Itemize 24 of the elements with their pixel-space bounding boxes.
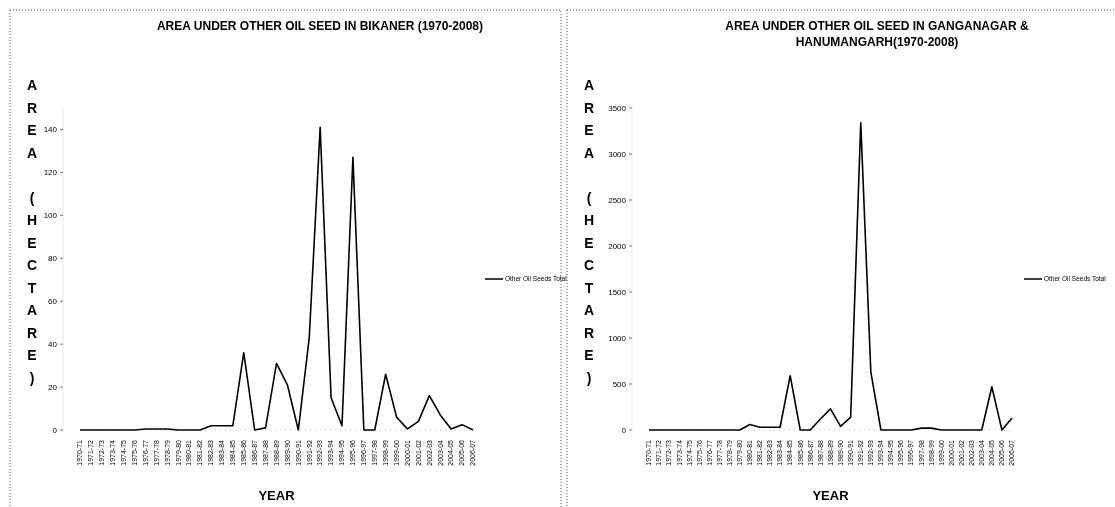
line-series [648, 121, 1013, 431]
y-tick-label: 0 [52, 425, 58, 435]
y-tick-label: 140 [43, 125, 58, 135]
text: AREA (HECTARE) [583, 77, 595, 386]
chart-title: AREA UNDER OTHER OIL SEED IN GANGANAGAR & HANUMANGARH(1970-2008) [725, 19, 1030, 49]
y-tick-label: 3500 [608, 103, 627, 113]
y-tick-label: 120 [43, 167, 58, 177]
y-tick-label: 2000 [608, 241, 627, 251]
y-tick-label: 40 [48, 339, 58, 349]
y-tick-label: 0 [621, 425, 627, 435]
y-tick-label: 100 [43, 210, 58, 220]
x-axis-title: YEAR [812, 488, 850, 503]
y-tick-label: 80 [48, 253, 58, 263]
y-tick-label: 60 [48, 296, 58, 306]
y-tick-label: 1500 [608, 287, 627, 297]
x-axis-title: YEAR [258, 488, 296, 503]
y-tick-label: 20 [48, 382, 58, 392]
y-tick-label: 3000 [608, 149, 627, 159]
text: AREA (HECTARE) [26, 77, 38, 386]
y-tick-label: 2500 [608, 195, 627, 205]
chart-title: AREA UNDER OTHER OIL SEED IN BIKANER (1970-2008) [156, 19, 484, 33]
y-tick-label: 1000 [608, 333, 627, 343]
y-tick-label: 500 [612, 379, 627, 389]
line-series [79, 126, 474, 431]
